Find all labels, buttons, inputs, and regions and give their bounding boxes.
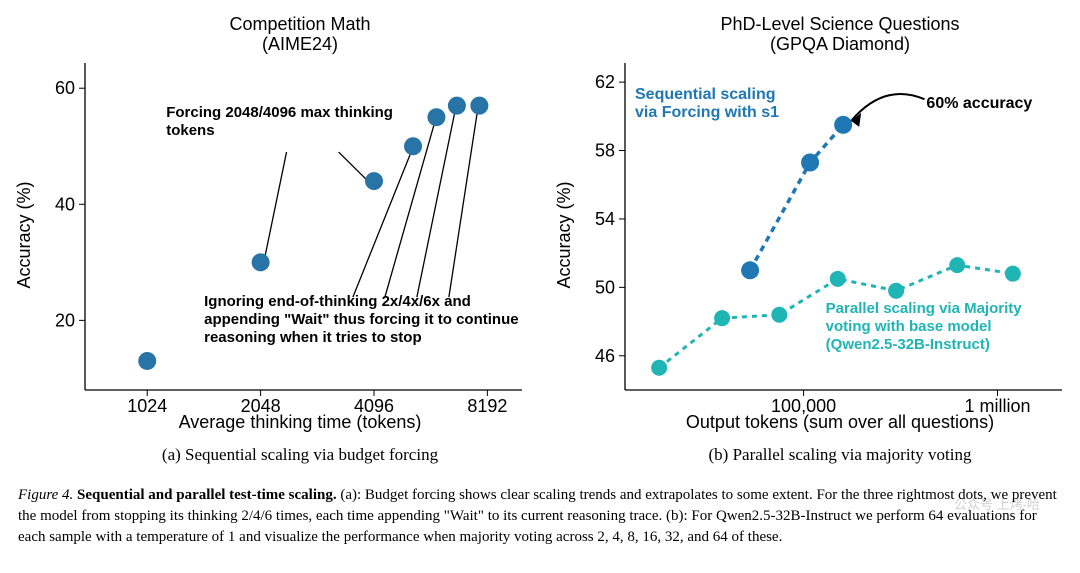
panel-b-xlabel: Output tokens (sum over all questions) xyxy=(686,412,994,432)
panel-a-title: Competition Math xyxy=(229,14,370,34)
panel-b: PhD-Level Science Questions (GPQA Diamon… xyxy=(550,10,1070,470)
panel-a-subtitle: (AIME24) xyxy=(262,34,338,54)
panel-b-subtitle: (GPQA Diamond) xyxy=(770,34,910,54)
svg-text:58: 58 xyxy=(595,141,615,161)
svg-text:40: 40 xyxy=(55,194,75,214)
svg-text:via Forcing with s1: via Forcing with s1 xyxy=(635,104,779,121)
figure-panels: Competition Math (AIME24) 10242048409681… xyxy=(10,10,1070,470)
panel-b-title: PhD-Level Science Questions xyxy=(720,14,959,34)
svg-text:60: 60 xyxy=(55,78,75,98)
panel-b-caption: (b) Parallel scaling via majority voting xyxy=(709,445,972,464)
svg-text:60% accuracy: 60% accuracy xyxy=(926,95,1032,112)
panel-a-ylabel: Accuracy (%) xyxy=(14,181,34,288)
panel-b-ylabel: Accuracy (%) xyxy=(554,181,574,288)
svg-text:8192: 8192 xyxy=(467,396,507,416)
svg-text:Forcing 2048/4096 max thinking: Forcing 2048/4096 max thinking xyxy=(166,104,393,121)
panel-a-xlabel: Average thinking time (tokens) xyxy=(179,412,422,432)
svg-text:voting with base model: voting with base model xyxy=(826,318,992,335)
svg-text:46: 46 xyxy=(595,346,615,366)
svg-text:50: 50 xyxy=(595,277,615,297)
svg-text:1024: 1024 xyxy=(127,396,167,416)
svg-text:Parallel scaling via Majority: Parallel scaling via Majority xyxy=(826,300,1023,317)
panel-a: Competition Math (AIME24) 10242048409681… xyxy=(10,10,530,470)
svg-text:54: 54 xyxy=(595,209,615,229)
svg-text:appending "Wait" thus forcing: appending "Wait" thus forcing it to cont… xyxy=(204,311,518,328)
caption-title: Sequential and parallel test-time scalin… xyxy=(77,487,337,503)
figure-caption: Figure 4. Sequential and parallel test-t… xyxy=(10,485,1070,548)
caption-fignum: Figure 4. xyxy=(18,487,73,503)
svg-text:Ignoring end-of-thinking 2x/4x: Ignoring end-of-thinking 2x/4x/6x and xyxy=(204,293,471,310)
svg-text:(Qwen2.5-32B-Instruct): (Qwen2.5-32B-Instruct) xyxy=(826,336,990,353)
panel-a-caption: (a) Sequential scaling via budget forcin… xyxy=(162,445,439,464)
svg-text:20: 20 xyxy=(55,310,75,330)
svg-text:62: 62 xyxy=(595,72,615,92)
svg-text:Sequential scaling: Sequential scaling xyxy=(635,86,775,103)
svg-text:reasoning when it tries to sto: reasoning when it tries to stop xyxy=(204,329,422,346)
svg-text:tokens: tokens xyxy=(166,122,214,139)
